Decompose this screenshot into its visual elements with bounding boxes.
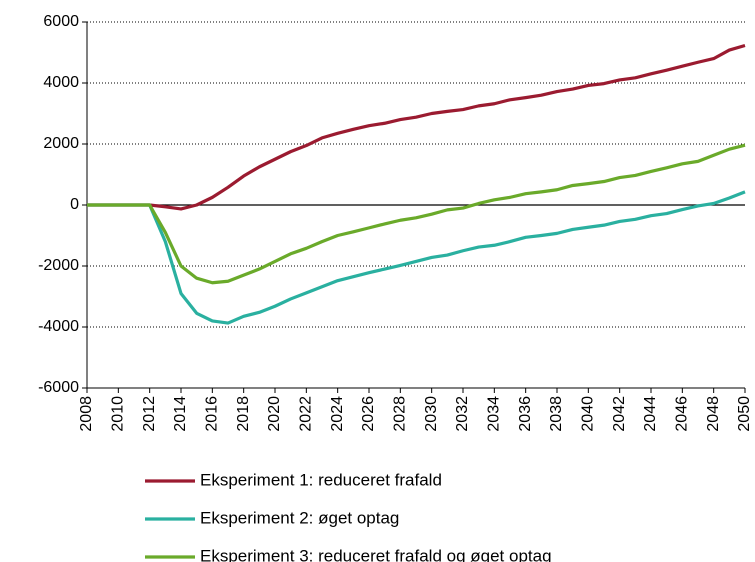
- x-tick-label: 2022: [298, 396, 315, 432]
- x-tick-label: 2038: [548, 396, 565, 432]
- x-tick-label: 2044: [642, 396, 659, 432]
- series-line: [87, 190, 746, 325]
- y-tick-label: 0: [70, 196, 79, 213]
- x-tick-label: 2028: [392, 396, 409, 432]
- x-tick-label: 2010: [110, 396, 127, 432]
- x-tick-label: 2034: [486, 396, 503, 432]
- x-tick-label: 2050: [736, 396, 753, 432]
- y-tick-label: -2000: [38, 257, 79, 274]
- x-tick-label: 2018: [235, 396, 252, 432]
- y-tick-label: 4000: [43, 74, 79, 91]
- legend-label: Eksperiment 2: øget optag: [200, 508, 399, 527]
- y-tick-label: 2000: [43, 135, 79, 152]
- x-tick-label: 2032: [454, 396, 471, 432]
- series-line: [87, 143, 746, 285]
- x-tick-label: 2048: [705, 396, 722, 432]
- legend-label: Eksperiment 3: reduceret frafald og øget…: [200, 546, 552, 562]
- x-tick-label: 2046: [674, 396, 691, 432]
- x-tick-label: 2042: [611, 396, 628, 432]
- x-tick-label: 2008: [78, 396, 95, 432]
- legend-label: Eksperiment 1: reduceret frafald: [200, 470, 442, 489]
- x-tick-label: 2040: [580, 396, 597, 432]
- x-tick-label: 2024: [329, 396, 346, 432]
- x-tick-label: 2036: [517, 396, 534, 432]
- series-line: [87, 43, 746, 211]
- x-tick-label: 2014: [172, 396, 189, 432]
- x-tick-label: 2016: [204, 396, 221, 432]
- y-tick-label: -6000: [38, 379, 79, 396]
- y-tick-label: -4000: [38, 318, 79, 335]
- y-tick-label: 6000: [43, 13, 79, 30]
- x-tick-label: 2020: [266, 396, 283, 432]
- x-tick-label: 2030: [423, 396, 440, 432]
- x-tick-label: 2012: [141, 396, 158, 432]
- x-tick-label: 2026: [360, 396, 377, 432]
